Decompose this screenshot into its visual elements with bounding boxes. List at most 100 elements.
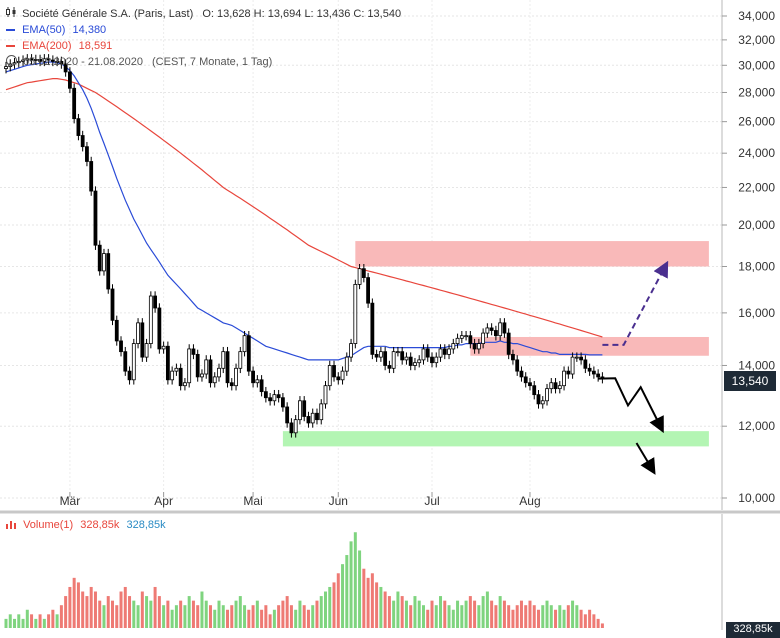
volume-bar [98, 600, 102, 628]
volume-label: Volume(1) [23, 519, 74, 531]
candle-down [583, 359, 588, 369]
volume-bar [226, 609, 230, 628]
volume-bar [302, 605, 306, 628]
candle-down [315, 412, 319, 421]
volume-bar [345, 555, 349, 628]
candle-up [21, 59, 25, 62]
clock-icon [6, 55, 17, 66]
volume-bar [417, 600, 421, 628]
candle-up [255, 379, 260, 384]
volume-bar [447, 605, 451, 628]
candle-down [38, 59, 42, 62]
ema50-value: 14,380 [72, 24, 107, 36]
x-axis: Mär Apr Mai Jun Jul Aug [60, 492, 541, 508]
candle-down [302, 400, 307, 417]
period-info: (CEST, 7 Monate, 1 Tag) [152, 56, 273, 68]
volume-bar [260, 609, 264, 628]
chart-legend: Société Générale S.A. (Paris, Last) O: 1… [6, 6, 401, 70]
y-tick-label: 24,000 [738, 146, 775, 160]
candle-up [4, 66, 8, 69]
volume-bar [76, 582, 80, 628]
ema200-swatch [6, 45, 15, 48]
volume-bar [298, 600, 302, 628]
candle-up [434, 356, 439, 364]
candle-down [370, 302, 375, 355]
candle-up [310, 412, 315, 424]
x-tick-label: Jul [424, 494, 439, 508]
candle-down [153, 295, 158, 309]
volume-bar [588, 609, 592, 628]
volume-bar [507, 605, 511, 628]
volume-bar [255, 600, 259, 628]
volume-bar [153, 586, 157, 628]
volume-bar [421, 605, 425, 628]
volume-bar [324, 591, 327, 628]
volume-bar [353, 532, 357, 628]
volume-bar [234, 600, 238, 628]
volume-bar [541, 605, 545, 628]
candle-up [417, 359, 422, 364]
volume-bar [596, 618, 600, 628]
candle-up [574, 356, 579, 359]
candle-up [102, 253, 106, 272]
resistance-zone [470, 336, 709, 356]
volume-bar [502, 600, 506, 628]
volume-bar [251, 605, 255, 628]
candle-down [374, 353, 379, 358]
volume-bar [285, 596, 289, 628]
volume-bar [204, 600, 208, 628]
candles-layer [4, 54, 605, 438]
volume-bar [439, 596, 443, 628]
y-tick-label: 30,000 [738, 58, 775, 72]
candle-up [344, 356, 349, 372]
volume-bar [81, 591, 85, 628]
candle-up [349, 343, 353, 358]
y-tick-label: 28,000 [738, 85, 775, 99]
candle-down [383, 351, 388, 366]
volume-bar [17, 614, 21, 628]
candle-up [455, 337, 460, 344]
volume-bar [55, 614, 59, 628]
candle-up [404, 356, 409, 361]
candle-down [97, 244, 102, 272]
legend-title-row: Société Générale S.A. (Paris, Last) O: 1… [6, 6, 401, 22]
volume-bar [111, 600, 114, 628]
x-tick-label: Jun [329, 494, 348, 508]
candle-down [566, 370, 571, 375]
volume-bar [456, 600, 460, 628]
legend-period-row: 05.02.2020 - 21.08.2020 (CEST, 7 Monate,… [6, 54, 401, 70]
candle-down [68, 71, 72, 89]
y-tick-label: 20,000 [738, 218, 775, 232]
volume-bar [289, 605, 293, 628]
candle-up [170, 370, 175, 381]
candle-up [447, 348, 451, 355]
volume-bar [85, 596, 89, 628]
volume-bar [511, 609, 515, 628]
candle-down [506, 332, 511, 355]
volume-bar [592, 614, 596, 628]
volume-icon [6, 519, 17, 529]
candle-down [519, 370, 524, 378]
candle-down [591, 370, 596, 375]
volume-bar [25, 609, 29, 628]
candle-up [545, 388, 549, 402]
volume-bar [396, 591, 400, 628]
price-panel [0, 0, 722, 510]
volume-bar [332, 582, 336, 628]
volume-bar [383, 591, 387, 628]
volume-bar [328, 586, 332, 628]
volume-bar [558, 605, 562, 628]
candle-down [140, 322, 145, 358]
candle-up [498, 322, 503, 337]
legend-ema50-row: EMA(50) 14,380 [6, 22, 401, 38]
volume-bar [166, 600, 170, 628]
volume-bar [281, 600, 285, 628]
volume-bar [562, 609, 566, 628]
bearish-scenario-arrow [598, 377, 664, 434]
candle-down [225, 351, 230, 384]
candle-down [191, 348, 196, 355]
ema200-layer [5, 77, 603, 338]
candle-down [110, 288, 115, 321]
volume-bar [264, 605, 268, 628]
candle-down [442, 348, 447, 355]
